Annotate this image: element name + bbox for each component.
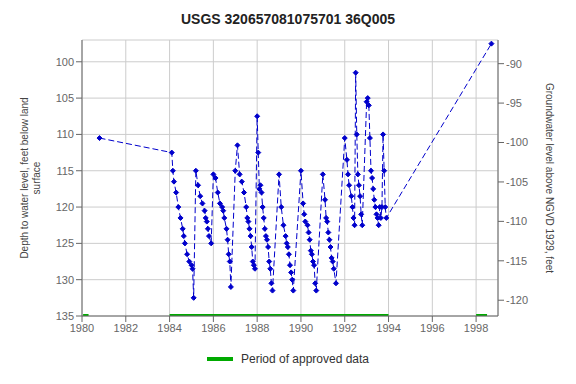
svg-text:1988: 1988 xyxy=(245,322,269,334)
svg-text:130: 130 xyxy=(56,274,74,286)
svg-text:100: 100 xyxy=(56,56,74,68)
svg-text:125: 125 xyxy=(56,237,74,249)
svg-text:1998: 1998 xyxy=(464,322,488,334)
svg-text:1990: 1990 xyxy=(289,322,313,334)
svg-text:-100: -100 xyxy=(506,136,528,148)
svg-text:Depth to water level, feet bel: Depth to water level, feet below landsur… xyxy=(19,97,42,258)
svg-text:1986: 1986 xyxy=(201,322,225,334)
svg-text:105: 105 xyxy=(56,92,74,104)
svg-text:1982: 1982 xyxy=(114,322,138,334)
svg-text:-90: -90 xyxy=(506,58,522,70)
svg-text:115: 115 xyxy=(56,165,74,177)
svg-text:1992: 1992 xyxy=(332,322,356,334)
svg-text:135: 135 xyxy=(56,310,74,322)
svg-text:1980: 1980 xyxy=(70,322,94,334)
svg-text:Groundwater level above NGVD 1: Groundwater level above NGVD 1929, feet xyxy=(545,83,556,273)
html-text:USGS 320657081075701 36Q005: USGS 320657081075701 36Q005 xyxy=(181,11,395,27)
svg-text:1994: 1994 xyxy=(376,322,400,334)
svg-text:110: 110 xyxy=(56,128,74,140)
html-text:Period of approved data: Period of approved data xyxy=(241,352,369,366)
svg-text:-105: -105 xyxy=(506,176,528,188)
svg-text:-110: -110 xyxy=(506,215,527,227)
svg-text:-120: -120 xyxy=(506,294,528,306)
svg-text:120: 120 xyxy=(56,201,74,213)
svg-text:1996: 1996 xyxy=(420,322,444,334)
svg-text:-115: -115 xyxy=(506,255,527,267)
svg-text:-95: -95 xyxy=(506,97,522,109)
svg-text:1984: 1984 xyxy=(157,322,181,334)
